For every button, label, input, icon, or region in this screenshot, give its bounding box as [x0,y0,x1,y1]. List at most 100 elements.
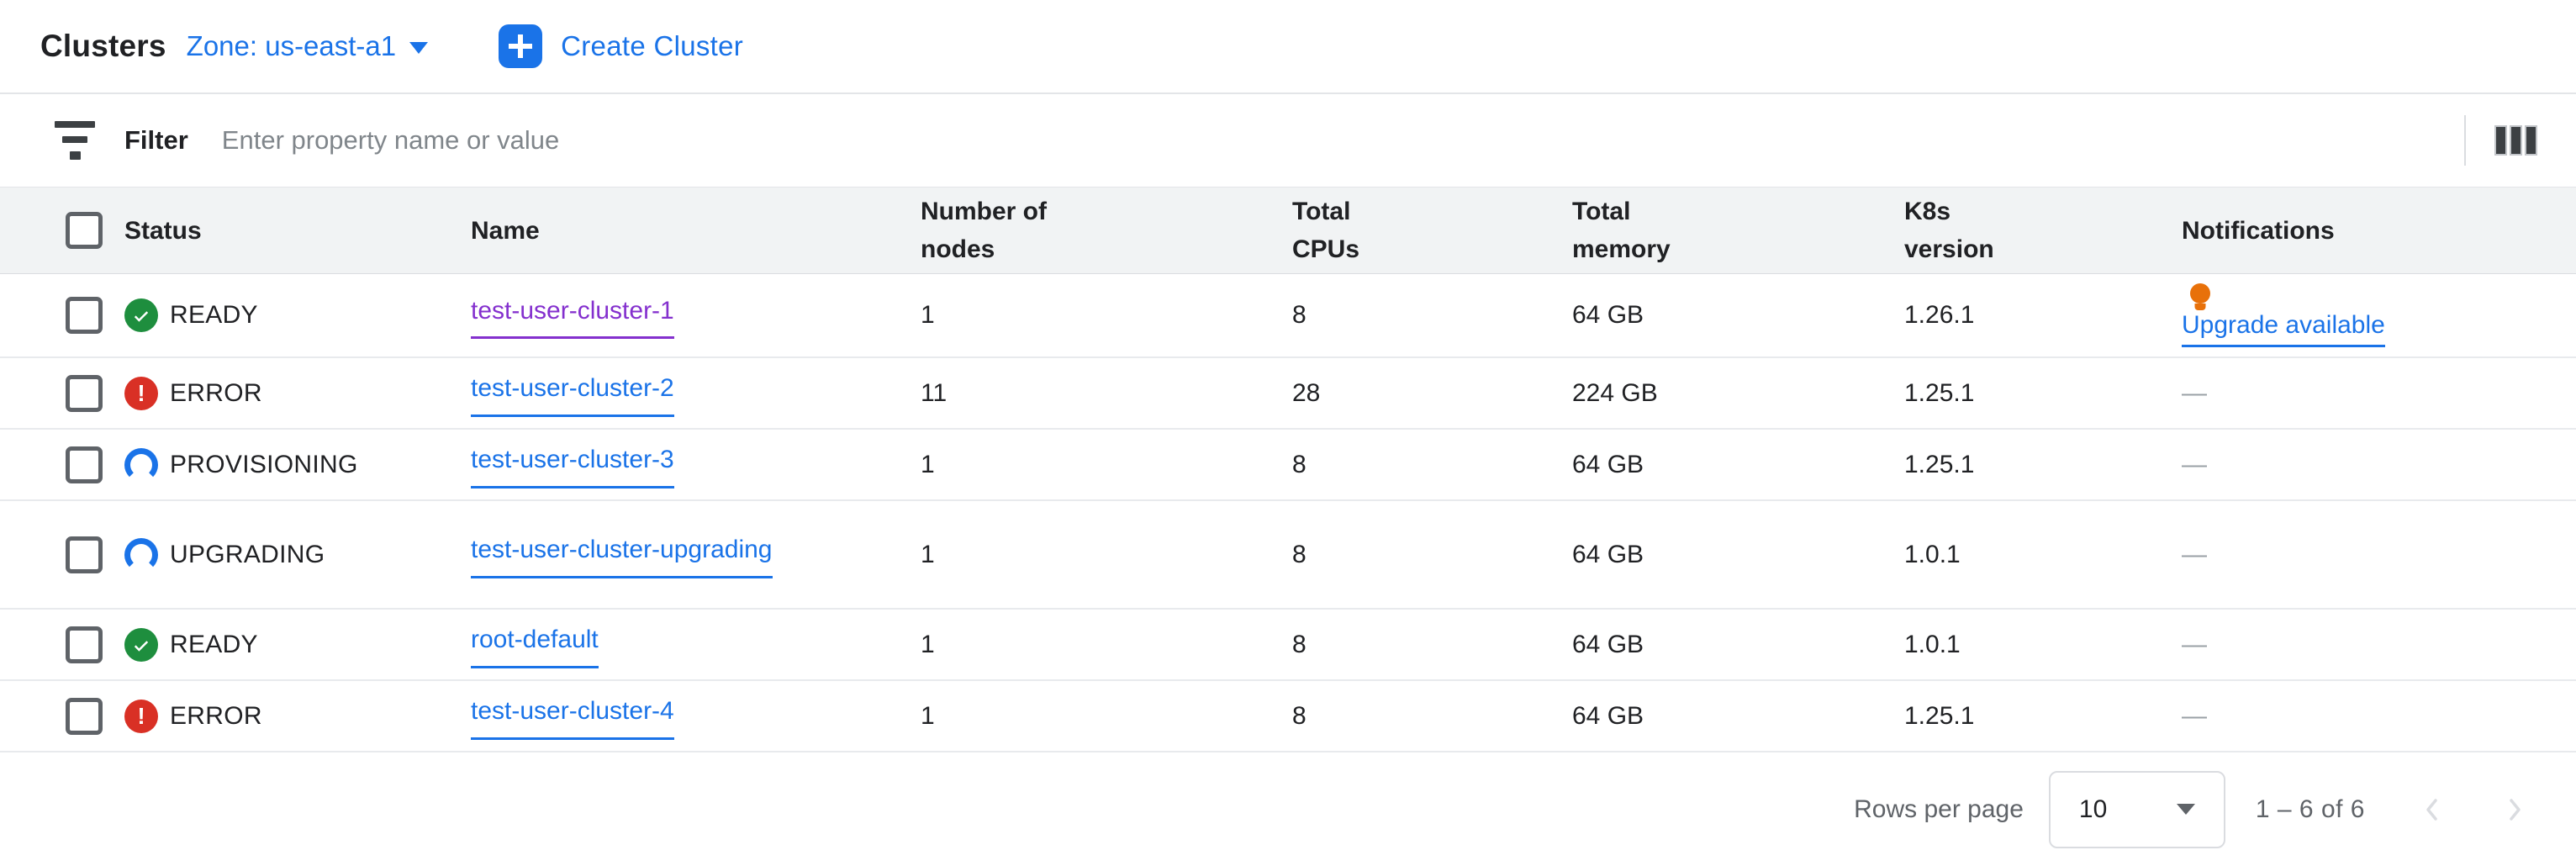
nodes-cell: 1 [921,701,935,730]
cluster-name-link[interactable]: test-user-cluster-2 [471,369,674,417]
column-header-k8s-version: K8s version [1904,198,1994,263]
row-checkbox[interactable] [66,536,103,573]
rows-per-page-select[interactable]: 10 [2048,770,2225,848]
filter-icon [54,121,96,160]
pagination-bar: Rows per page 10 1 – 6 of 6 [0,752,2576,866]
nodes-cell: 11 [921,378,948,407]
memory-cell: 224 GB [1572,378,1658,407]
zone-selector-label: Zone: us-east-a1 [186,30,397,61]
status-label: READY [170,630,258,658]
column-header-cpus: Total CPUs [1292,198,1360,263]
nodes-cell: 1 [921,630,935,658]
k8s-version-cell: 1.25.1 [1904,378,1975,407]
cluster-name-link[interactable]: test-user-cluster-3 [471,441,674,488]
row-checkbox-cell [0,626,124,663]
k8s-version-cell: 1.0.1 [1904,630,1961,658]
row-checkbox[interactable] [66,697,103,735]
header-checkbox-cell [0,212,124,249]
cpus-cell: 8 [1292,450,1306,478]
memory-cell: 64 GB [1572,301,1644,329]
status-label: ERROR [170,701,262,730]
error-icon: ! [124,699,158,733]
memory-cell: 64 GB [1572,450,1644,478]
status-cell: ! ERROR [124,376,471,410]
plus-icon [499,24,543,68]
row-checkbox-cell [0,374,124,412]
column-display-options-button[interactable] [2489,120,2542,161]
name-cell: test-user-cluster-upgrading [471,531,921,578]
ready-icon [124,298,158,332]
status-cell: PROVISIONING [124,447,471,482]
row-checkbox[interactable] [66,374,103,412]
row-checkbox-cell [0,536,124,573]
notification-cell: — [2182,702,2576,731]
cpus-cell: 8 [1292,301,1306,329]
notification-cell: — [2182,451,2576,479]
status-cell: UPGRADING [124,537,471,572]
memory-cell: 64 GB [1572,701,1644,730]
select-all-checkbox[interactable] [66,212,103,249]
name-cell: test-user-cluster-4 [471,692,921,740]
chevron-down-icon [2176,804,2195,815]
memory-cell: 64 GB [1572,630,1644,658]
table-row: ! ERROR test-user-cluster-2 11 28 224 GB 1.25.… [0,358,2576,430]
filter-input[interactable] [221,125,2464,156]
cluster-name-link[interactable]: test-user-cluster-upgrading [471,531,773,578]
cluster-name-link[interactable]: test-user-cluster-4 [471,692,674,740]
rows-per-page-label: Rows per page [1854,795,2024,823]
title-bar: Clusters Zone: us-east-a1 Create Cluster [0,0,2576,94]
notification-cell: — [2182,541,2576,569]
row-checkbox-cell [0,697,124,735]
name-cell: test-user-cluster-2 [471,369,921,417]
cpus-cell: 8 [1292,630,1306,658]
zone-selector[interactable]: Zone: us-east-a1 [186,30,429,62]
error-icon: ! [124,376,158,410]
table-header: Status Name Number of nodes Total CPUs T… [0,187,2576,274]
previous-page-button[interactable] [2417,795,2447,825]
status-cell: READY [124,298,471,332]
cpus-cell: 28 [1292,378,1321,407]
progress-spinner-icon [124,447,158,482]
row-checkbox[interactable] [66,446,103,483]
create-cluster-button[interactable]: Create Cluster [499,24,743,68]
columns-icon [2494,125,2507,156]
table-row: READY test-user-cluster-1 1 8 64 GB 1.26.1 Upg… [0,274,2576,358]
notification-cell: — [2182,631,2576,659]
cpus-cell: 8 [1292,701,1306,730]
cpus-cell: 8 [1292,540,1306,568]
chevron-down-icon [409,42,429,54]
table-row: UPGRADING test-user-cluster-upgrading 1 8 64… [0,501,2576,610]
k8s-version-cell: 1.26.1 [1904,301,1975,329]
memory-cell: 64 GB [1572,540,1644,568]
column-header-name: Name [471,216,540,245]
column-header-notifications: Notifications [2182,216,2335,245]
table-body: READY test-user-cluster-1 1 8 64 GB 1.26.1 Upg… [0,274,2576,752]
create-cluster-label: Create Cluster [561,30,744,61]
k8s-version-cell: 1.25.1 [1904,701,1975,730]
filter-label: Filter [124,125,188,155]
cluster-name-link[interactable]: test-user-cluster-1 [471,292,674,340]
empty-dash: — [2182,630,2207,658]
column-header-nodes: Number of nodes [921,198,1047,263]
cluster-name-link[interactable]: root-default [471,620,599,668]
name-cell: test-user-cluster-1 [471,292,921,340]
nodes-cell: 1 [921,540,935,568]
filter-bar: Filter [0,94,2576,187]
row-checkbox[interactable] [66,626,103,663]
chevron-right-icon [2510,798,2521,821]
upgrade-available-link[interactable]: Upgrade available [2182,311,2385,347]
empty-dash: — [2182,450,2207,478]
rows-per-page-value: 10 [2078,795,2108,823]
next-page-button[interactable] [2499,795,2530,825]
notification-cell: — [2182,379,2576,408]
name-cell: test-user-cluster-3 [471,441,921,488]
status-label: READY [170,301,258,329]
table-row: PROVISIONING test-user-cluster-3 1 8 64 GB 1.… [0,430,2576,501]
ready-icon [124,627,158,662]
table-row: ! ERROR test-user-cluster-4 1 8 64 GB 1.25.1 — [0,681,2576,752]
page-title: Clusters [40,29,166,63]
row-checkbox[interactable] [66,297,103,334]
chevron-left-icon [2426,798,2437,821]
empty-dash: — [2182,540,2207,568]
